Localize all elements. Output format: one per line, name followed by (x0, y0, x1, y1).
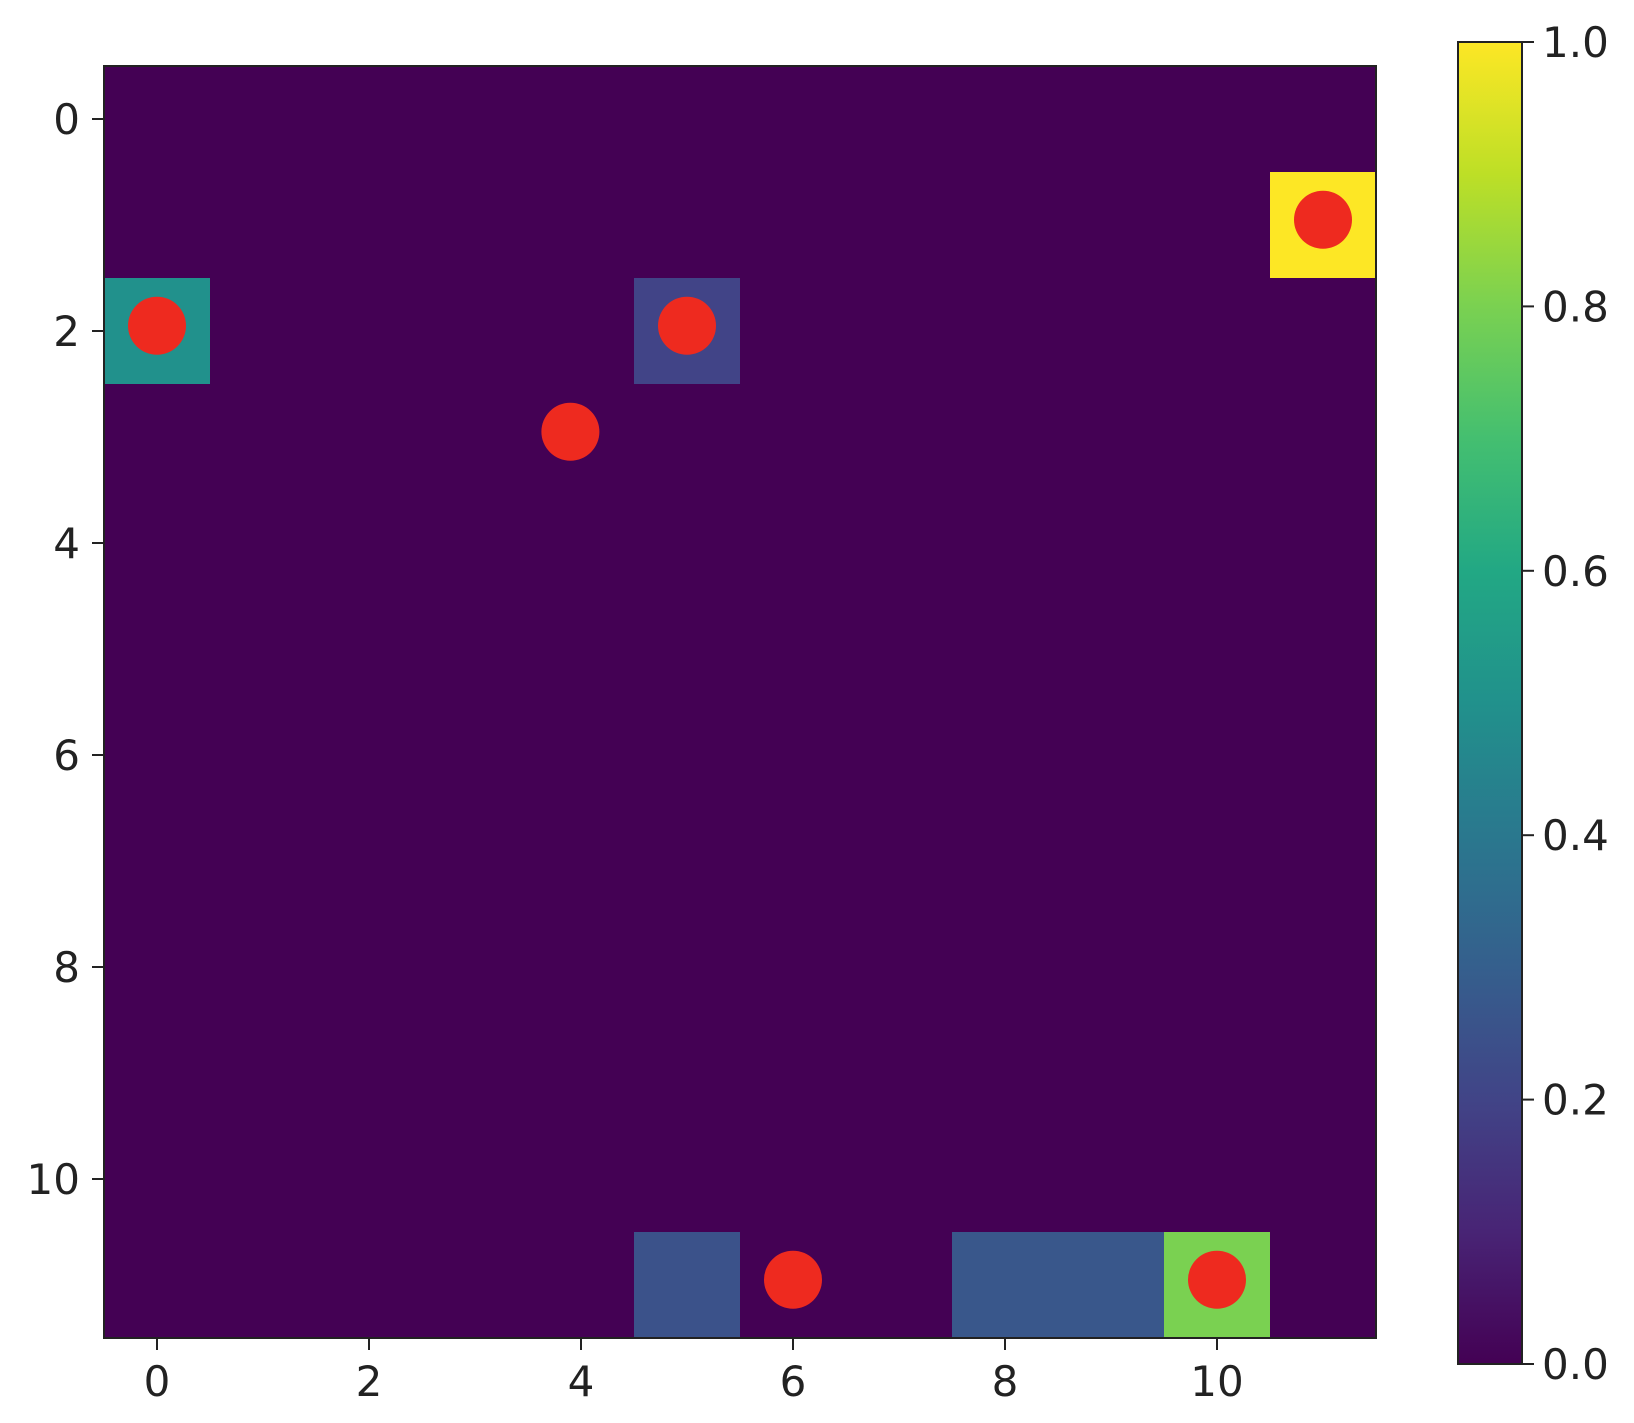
x-tick-label: 6 (780, 1357, 807, 1406)
colorbar-tick-label: 0.6 (1542, 547, 1609, 596)
x-tick-label: 2 (356, 1357, 383, 1406)
marker-point (1188, 1250, 1246, 1309)
heatmap-area (103, 65, 1377, 1339)
colorbar-tick-label: 0.2 (1542, 1076, 1609, 1125)
heatmap-background (104, 66, 1376, 1338)
x-tick-label: 4 (568, 1357, 595, 1406)
colorbar-gradient (1457, 41, 1523, 1365)
y-tick-label: 6 (53, 731, 80, 780)
heatmap-cells (104, 172, 1376, 1338)
marker-point (658, 296, 716, 355)
y-tick-label: 0 (53, 95, 80, 144)
colorbar-tick-label: 1.0 (1542, 18, 1609, 67)
heatmap-cell (1058, 1232, 1164, 1338)
x-tick-label: 10 (1190, 1357, 1243, 1406)
y-tick-label: 2 (53, 307, 80, 356)
marker-point (1294, 190, 1352, 249)
y-axis: 0 2 4 6 8 10 (27, 95, 104, 1204)
x-axis: 0 2 4 6 8 10 (144, 1338, 1244, 1406)
colorbar-axis: 0.0 0.2 0.4 0.6 0.8 1.0 (1522, 18, 1609, 1389)
y-tick-label: 10 (27, 1155, 80, 1204)
marker-points (128, 190, 1352, 1309)
colorbar-tick-label: 0.8 (1542, 282, 1609, 331)
heatmap-frame (103, 65, 1377, 1339)
colorbar-tick-label: 0.0 (1542, 1340, 1609, 1389)
x-tick-label: 0 (144, 1357, 171, 1406)
y-tick-label: 8 (53, 943, 80, 992)
heatmap-cell (952, 1232, 1058, 1338)
y-tick-label: 4 (53, 519, 80, 568)
colorbar: 0.0 0.2 0.4 0.6 0.8 1.0 (1457, 18, 1609, 1389)
marker-point (764, 1250, 822, 1309)
x-tick-label: 8 (992, 1357, 1019, 1406)
marker-point (128, 296, 186, 355)
heatmap-cell (634, 1232, 740, 1338)
marker-point (541, 402, 600, 461)
colorbar-tick-label: 0.4 (1542, 811, 1609, 860)
